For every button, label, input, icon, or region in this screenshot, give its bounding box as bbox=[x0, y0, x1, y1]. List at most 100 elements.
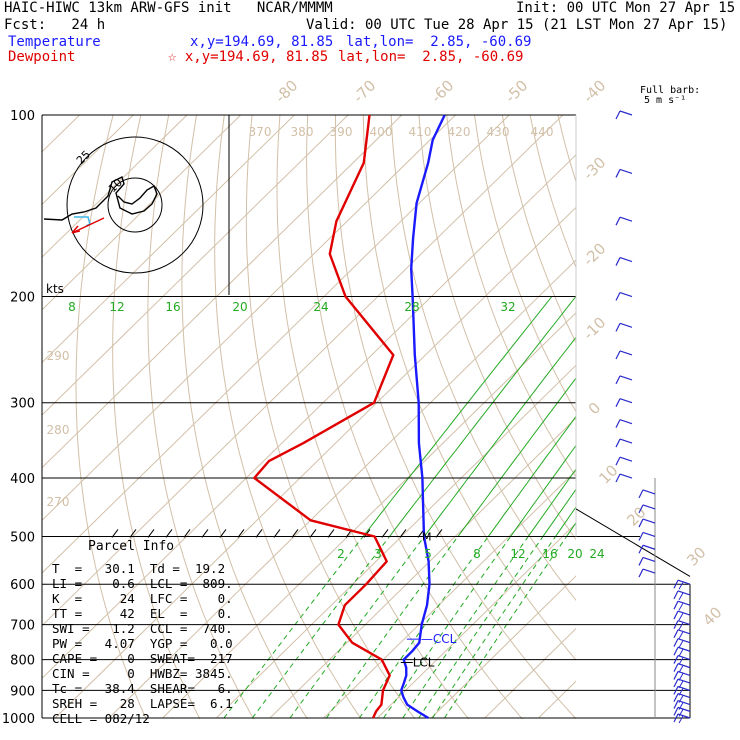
mixing-ratio-line bbox=[487, 415, 576, 537]
wind-barb-shaft bbox=[619, 110, 633, 116]
wind-barb bbox=[673, 646, 691, 657]
theta-label: 410 bbox=[409, 125, 432, 139]
isotherm-label: 40 bbox=[699, 603, 725, 629]
wind-barb-flag bbox=[678, 657, 684, 665]
hodograph-ring-outer bbox=[66, 136, 204, 274]
pressure-tick-label: 900 bbox=[10, 684, 35, 699]
mixing-ratio-label: 12 bbox=[510, 547, 525, 561]
wind-barb bbox=[615, 256, 633, 266]
profile-lines bbox=[253, 114, 446, 720]
wind-barb-shaft bbox=[642, 544, 656, 550]
dry-adiabat-line bbox=[697, 115, 740, 731]
mixing-ratio-label: 12 bbox=[109, 300, 124, 314]
wind-barb bbox=[615, 168, 633, 178]
mixing-ratio-label: 8 bbox=[473, 547, 481, 561]
wind-barb bbox=[673, 620, 691, 630]
dewpoint-legend: Dewpoint bbox=[8, 49, 76, 65]
pressure-tick-label: 300 bbox=[10, 397, 35, 412]
mixing-ratio-line bbox=[223, 536, 364, 719]
isotherm-line bbox=[42, 115, 564, 627]
isotherm-label: -50 bbox=[501, 76, 531, 106]
isotherm-label: -10 bbox=[579, 313, 609, 343]
theta-label: 370 bbox=[249, 125, 272, 139]
theta-label: 270 bbox=[47, 495, 70, 509]
mixing-ratio-label: 5 bbox=[424, 547, 432, 561]
wind-barb-shaft bbox=[619, 291, 633, 298]
wind-barb bbox=[673, 629, 691, 640]
hodograph-ring-label: 25 bbox=[74, 148, 93, 167]
wind-barb bbox=[673, 638, 691, 648]
wind-barb-shaft bbox=[619, 216, 633, 222]
wind-barb bbox=[615, 291, 633, 301]
init-time: Init: 00 UTC Mon 27 Apr 15 bbox=[516, 0, 736, 16]
wind-barb-shaft bbox=[619, 168, 633, 175]
wind-barb-shaft bbox=[619, 473, 633, 479]
mid-level-marker: M bbox=[422, 530, 432, 543]
wind-barb-shaft bbox=[619, 456, 633, 462]
parcel-info-row: LI = 0.6 LCL = 809. bbox=[52, 576, 233, 591]
wind-barb-flag bbox=[678, 592, 684, 601]
freezing-level-hatch bbox=[273, 529, 281, 538]
wind-barb-shaft bbox=[619, 438, 633, 444]
wind-barb-shaft bbox=[677, 590, 691, 596]
parcel-info-row: CIN = 0 HWBZ= 3845. bbox=[52, 666, 233, 681]
dry-adiabat-line bbox=[474, 115, 576, 413]
dry-adiabat-line bbox=[276, 115, 470, 719]
parcel-info-row: T = 30.1 Td = 19.2 bbox=[52, 561, 226, 576]
parcel-info-row: CAPE = 0 SWEAT= 217 bbox=[52, 651, 233, 666]
mixing-ratio-lines bbox=[223, 296, 576, 719]
mixing-ratio-line bbox=[510, 444, 576, 537]
wind-barb-flag bbox=[673, 590, 679, 600]
isotherm-label: 20 bbox=[623, 503, 649, 529]
wind-barb bbox=[638, 531, 656, 541]
wind-barb-flag bbox=[678, 702, 684, 710]
dry-adiabat-line bbox=[418, 115, 576, 541]
isotherm-line bbox=[215, 364, 576, 719]
wind-barb-flag bbox=[673, 678, 679, 688]
mixing-ratio-line bbox=[432, 536, 556, 719]
storm-motion-vector bbox=[71, 217, 105, 234]
wind-barb-flag bbox=[673, 579, 679, 589]
wind-barb-shaft bbox=[619, 322, 633, 328]
wind-barb bbox=[638, 504, 656, 514]
isotherm-line bbox=[54, 206, 576, 719]
dry-adiabat-lines bbox=[75, 115, 740, 731]
wind-barb-flag bbox=[678, 631, 684, 640]
isotherm-lines bbox=[42, 115, 576, 719]
isotherm-line bbox=[323, 469, 576, 719]
wind-barb-shaft bbox=[619, 398, 633, 404]
theta-label: 290 bbox=[47, 349, 70, 363]
parcel-info-row: TT = 42 EL = 0. bbox=[52, 606, 233, 621]
mixing-ratio-label: 24 bbox=[313, 300, 328, 314]
barb-legend-line1: Full barb: bbox=[640, 85, 701, 96]
wind-barb bbox=[615, 456, 633, 466]
dewpoint-xy: ☆ x,y=194.69, 81.85 bbox=[168, 49, 329, 65]
mixing-ratio-label: 16 bbox=[165, 300, 180, 314]
wind-barb-flag bbox=[638, 489, 644, 499]
mixing-ratio-line bbox=[358, 536, 489, 719]
mixing-ratio-line bbox=[389, 296, 576, 537]
wind-barb bbox=[673, 678, 691, 689]
mixing-ratio-label: 20 bbox=[232, 300, 247, 314]
pressure-tick-label: 600 bbox=[10, 578, 35, 593]
mixing-ratio-line bbox=[555, 506, 576, 537]
mixing-ratio-line bbox=[383, 536, 512, 719]
isotherm-line bbox=[42, 154, 576, 679]
isotherm-line bbox=[42, 115, 403, 469]
wind-barb bbox=[673, 693, 691, 703]
wind-barb-flag bbox=[615, 438, 621, 448]
hodograph-unit-label: kts bbox=[46, 282, 64, 296]
wind-barb-flag bbox=[678, 715, 684, 724]
dry-adiabat-line bbox=[112, 115, 201, 719]
dewpoint-profile bbox=[253, 114, 395, 719]
wind-barb-flag bbox=[673, 655, 679, 664]
theta-label: 280 bbox=[47, 423, 70, 437]
mixing-ratio-line bbox=[251, 536, 390, 719]
wind-barb-flag bbox=[673, 671, 679, 680]
wind-barb bbox=[638, 489, 656, 499]
freezing-level-hatch bbox=[183, 529, 191, 538]
wind-barb bbox=[615, 473, 633, 483]
mixing-ratio-line bbox=[444, 536, 567, 719]
freezing-level-hatch bbox=[111, 529, 119, 538]
wind-barb-shaft bbox=[677, 670, 691, 677]
